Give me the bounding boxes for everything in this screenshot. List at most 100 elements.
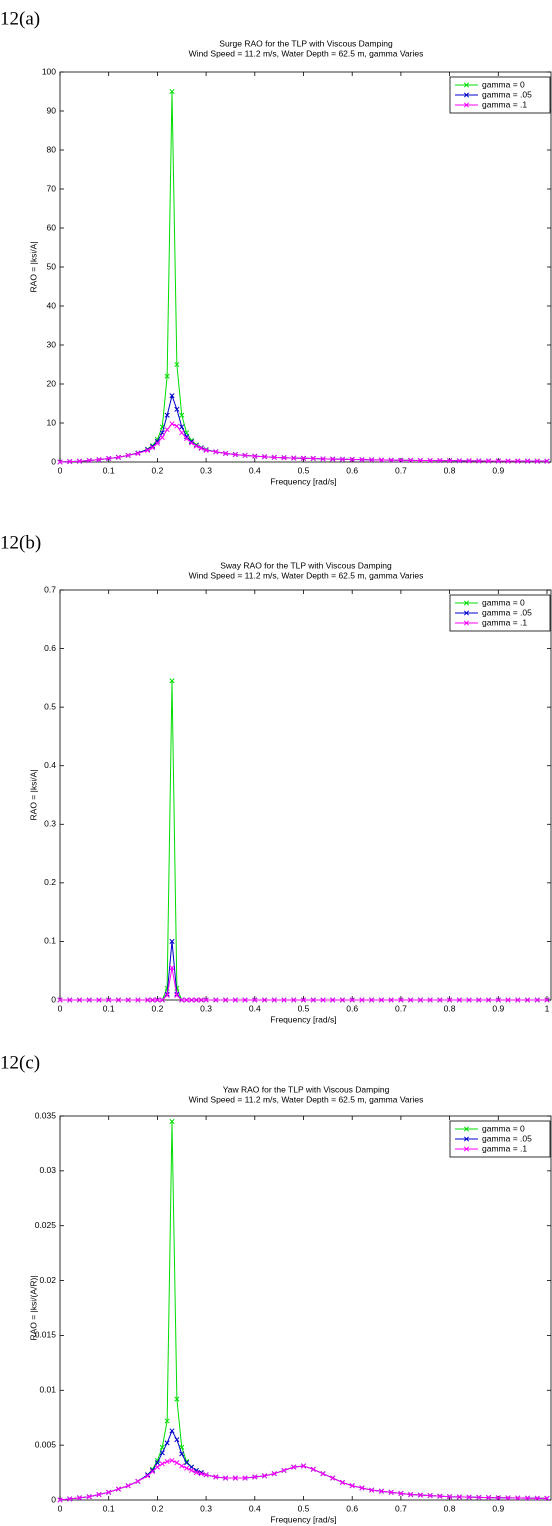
marker: [310, 997, 316, 1003]
y-tick-label: 80: [47, 144, 57, 154]
marker: [291, 997, 297, 1003]
marker: [534, 997, 540, 1003]
y-tick-label: 0.1: [44, 936, 56, 946]
marker: [524, 458, 531, 464]
chart: Yaw RAO for the TLP with Viscous Damping…: [28, 1084, 552, 1524]
x-tick-label: 0.3: [200, 1003, 212, 1013]
marker: [281, 1467, 287, 1473]
marker: [67, 997, 73, 1003]
chart: Surge RAO for the TLP with Viscous Dampi…: [28, 38, 552, 486]
marker: [534, 1495, 540, 1501]
legend-marker: [463, 92, 470, 98]
x-axis-label: Frequency [rad/s]: [270, 476, 336, 486]
marker: [466, 997, 472, 1003]
marker: [174, 1396, 180, 1402]
marker: [174, 992, 180, 998]
marker: [378, 457, 384, 463]
marker: [378, 997, 384, 1003]
chart-subtitle: Wind Speed = 11.2 m/s, Water Depth = 62.…: [189, 570, 424, 580]
x-tick-label: 0: [58, 1003, 63, 1013]
x-axis-label: Frequency [rad/s]: [270, 1514, 336, 1524]
marker: [476, 458, 482, 464]
marker: [447, 458, 453, 464]
x-tick-label: 0.4: [249, 1003, 261, 1013]
marker: [169, 393, 175, 399]
marker: [188, 439, 195, 445]
y-tick-label: 0.035: [35, 1110, 57, 1120]
marker: [169, 965, 175, 971]
marker: [388, 1489, 394, 1495]
y-tick-label: 100: [42, 66, 56, 76]
x-tick-label: 0: [58, 465, 63, 475]
marker: [388, 457, 394, 463]
marker: [184, 436, 190, 442]
marker: [174, 1437, 180, 1443]
marker: [369, 1487, 375, 1493]
y-tick-label: 20: [47, 378, 57, 388]
y-axis-label: RAO = |ksi/A|: [28, 242, 38, 293]
marker: [300, 1463, 307, 1469]
marker: [515, 458, 521, 464]
marker: [310, 455, 316, 462]
legend-marker: [463, 82, 470, 88]
marker: [427, 1493, 433, 1499]
x-tick-label: 0.7: [395, 1503, 407, 1513]
marker: [427, 457, 433, 464]
marker: [339, 997, 346, 1003]
x-tick-label: 0.6: [346, 1003, 358, 1013]
marker: [300, 997, 307, 1003]
marker: [86, 997, 92, 1003]
marker: [252, 997, 258, 1003]
marker: [135, 450, 141, 456]
marker: [486, 458, 492, 464]
marker: [398, 457, 404, 463]
marker: [184, 997, 190, 1003]
marker: [213, 449, 219, 455]
x-tick-label: 0.8: [444, 1003, 456, 1013]
marker: [96, 457, 102, 463]
legend-label: gamma = .1: [482, 617, 527, 627]
marker: [408, 1491, 414, 1498]
legend-marker: [463, 1126, 470, 1132]
marker: [106, 1489, 112, 1495]
y-tick-label: 0.3: [44, 819, 56, 829]
marker: [76, 1495, 83, 1501]
marker: [447, 1494, 453, 1500]
marker: [339, 456, 346, 462]
x-tick-label: 0.6: [346, 465, 358, 475]
marker: [417, 997, 423, 1003]
marker: [154, 440, 160, 446]
marker: [169, 88, 175, 95]
y-tick-label: 0.015: [35, 1330, 57, 1340]
marker: [466, 458, 472, 464]
chart-title: Yaw RAO for the TLP with Viscous Damping: [223, 1084, 390, 1094]
marker: [135, 1478, 141, 1484]
marker: [164, 427, 170, 433]
chart-title: Sway RAO for the TLP with Viscous Dampin…: [220, 560, 392, 570]
marker: [417, 457, 423, 463]
marker: [261, 454, 268, 460]
x-tick-label: 0.2: [151, 1503, 163, 1513]
marker: [223, 1475, 229, 1481]
marker: [232, 1475, 238, 1481]
marker: [349, 1483, 355, 1489]
y-tick-label: 50: [47, 261, 57, 271]
legend-label: gamma = 0: [482, 1123, 525, 1133]
marker: [456, 997, 462, 1003]
marker: [169, 678, 175, 684]
marker: [149, 1468, 156, 1475]
marker: [184, 1460, 190, 1466]
legend-marker: [463, 1146, 470, 1152]
x-tick-label: 0.2: [151, 465, 163, 475]
marker: [169, 1428, 175, 1434]
marker: [179, 1463, 185, 1469]
x-tick-label: 1: [545, 1003, 550, 1013]
x-tick-label: 0.1: [103, 1003, 115, 1013]
legend-label: gamma = .1: [482, 1143, 527, 1153]
marker: [408, 457, 414, 463]
marker: [524, 1495, 531, 1501]
chart-subtitle: Wind Speed = 11.2 m/s, Water Depth = 62.…: [189, 48, 424, 58]
marker: [179, 412, 185, 418]
marker: [486, 1495, 492, 1501]
marker: [359, 997, 365, 1003]
